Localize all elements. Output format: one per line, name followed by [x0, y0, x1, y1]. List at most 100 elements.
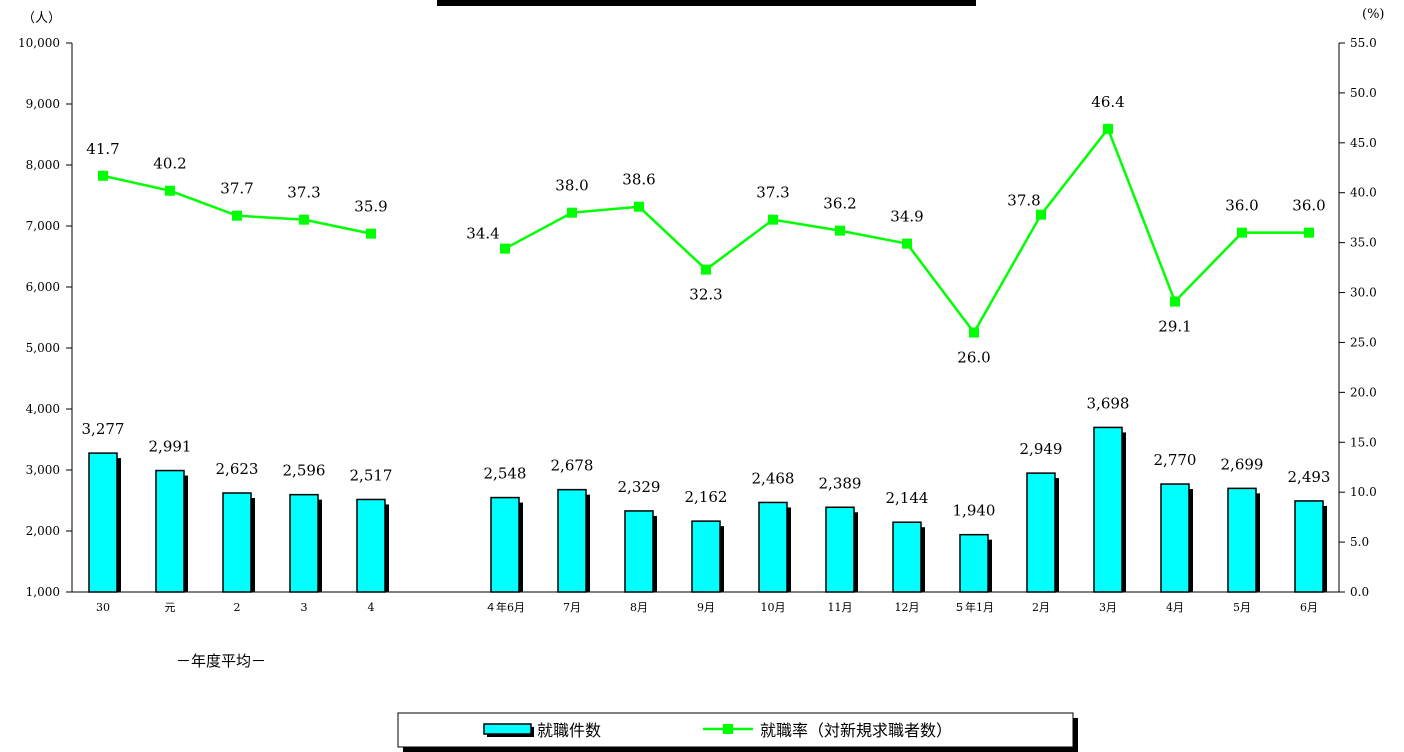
- bar-value-label: 3,698: [1087, 394, 1130, 412]
- y-left-tick-label: 3,000: [26, 463, 60, 477]
- category-label: 9月: [697, 601, 715, 614]
- y-right-tick-label: 20.0: [1350, 385, 1377, 399]
- line-value-label: 38.0: [555, 177, 588, 195]
- y-left-unit: （人）: [22, 11, 61, 26]
- y-left-tick-label: 7,000: [26, 219, 60, 233]
- line-marker: [1304, 227, 1314, 238]
- bar: [222, 492, 252, 593]
- y-right-tick-label: 35.0: [1350, 236, 1377, 250]
- category-label: 3月: [1099, 601, 1117, 614]
- line-value-label: 37.3: [756, 184, 789, 202]
- category-label: 30: [96, 601, 110, 614]
- line-marker: [902, 238, 912, 249]
- bar-value-label: 2,991: [149, 438, 192, 456]
- bar-series: [88, 426, 1327, 593]
- y-right-ticks: 0.0 5.0 10.0 15.0 20.0 25.0 30.0 35.0 40.0 45.0 50…: [1339, 36, 1377, 599]
- line-marker: [299, 214, 309, 225]
- line-value-label: 29.1: [1158, 318, 1191, 336]
- line-marker: [1170, 296, 1180, 307]
- y-right-tick-label: 0.0: [1350, 585, 1369, 599]
- category-label: 8月: [630, 601, 648, 614]
- bar: [1294, 500, 1324, 593]
- title-bar: [437, 0, 976, 6]
- bar: [892, 521, 922, 593]
- category-label: 6月: [1300, 601, 1318, 614]
- bar-value-label: 2,949: [1020, 440, 1063, 458]
- y-left-tick-label: 4,000: [26, 402, 60, 416]
- bar: [624, 510, 654, 593]
- y-left-tick-label: 9,000: [26, 97, 60, 111]
- category-label: 元: [165, 601, 176, 614]
- bar: [758, 501, 788, 593]
- category-label: 4: [368, 601, 375, 614]
- bar-value-label: 2,468: [752, 469, 795, 487]
- bar-value-labels: 3,277 2,991 2,623 2,596 2,517 2,548 2,678 2,329…: [82, 394, 1331, 519]
- bar-value-label: 2,548: [484, 465, 527, 483]
- line-value-label: 37.8: [1007, 192, 1040, 210]
- bar: [1160, 483, 1190, 593]
- bar-value-label: 2,493: [1288, 468, 1331, 486]
- line-marker: [366, 228, 376, 239]
- category-label: 7月: [563, 601, 581, 614]
- legend-line-label: 就職率（対新規求職者数）: [760, 721, 952, 740]
- y-left-ticks: 1,000 2,000 3,000 4,000 5,000 6,000 7,000 8,000…: [18, 36, 72, 599]
- y-right-tick-label: 55.0: [1350, 36, 1377, 50]
- line-marker: [1036, 209, 1046, 220]
- bar-value-label: 2,517: [350, 466, 393, 484]
- y-left-tick-label: 10,000: [18, 36, 60, 50]
- bar: [88, 452, 118, 593]
- line-value-label: 38.6: [622, 171, 655, 189]
- line-value-label: 37.3: [287, 184, 320, 202]
- line-value-label: 26.0: [957, 348, 990, 366]
- bar: [959, 533, 989, 593]
- bar-value-label: 2,329: [618, 478, 661, 496]
- bar: [1093, 426, 1123, 593]
- line-value-label: 35.9: [354, 198, 387, 216]
- y-right-tick-label: 15.0: [1350, 435, 1377, 449]
- line-value-label: 34.4: [466, 225, 499, 243]
- legend-bar-swatch: [483, 723, 532, 735]
- bar: [557, 488, 587, 593]
- line-marker: [835, 225, 845, 236]
- bar-value-label: 2,699: [1221, 455, 1264, 473]
- category-label: ５年1月: [954, 600, 994, 614]
- line-value-label: 34.9: [890, 208, 923, 226]
- bar: [1227, 487, 1257, 593]
- category-label: 3: [301, 601, 308, 614]
- legend-line-marker: [723, 724, 733, 734]
- line-marker: [969, 327, 979, 338]
- line-value-label: 32.3: [689, 286, 722, 304]
- line-marker: [701, 264, 711, 275]
- line-marker: [98, 170, 108, 181]
- bar-value-label: 2,678: [551, 457, 594, 475]
- bar: [356, 498, 386, 593]
- bar-value-label: 2,596: [283, 462, 326, 480]
- category-label: 4月: [1166, 601, 1184, 614]
- group-label: －年度平均－: [176, 652, 266, 670]
- legend-bar-label: 就職件数: [537, 721, 601, 740]
- y-left-tick-label: 6,000: [26, 280, 60, 294]
- bar-value-label: 3,277: [82, 420, 125, 438]
- bar-value-label: 1,940: [953, 502, 996, 520]
- line-series: [98, 123, 1314, 338]
- bar-value-label: 2,162: [685, 488, 728, 506]
- line-marker: [567, 207, 577, 218]
- line-segment: [504, 126, 1309, 335]
- line-value-label: 41.7: [86, 140, 119, 158]
- y-right-tick-label: 40.0: [1350, 186, 1377, 200]
- line-marker: [634, 201, 644, 212]
- y-right-tick-label: 45.0: [1350, 136, 1377, 150]
- category-label: 12月: [895, 601, 920, 614]
- line-marker: [165, 185, 175, 196]
- category-label: 2: [234, 601, 241, 614]
- bar: [825, 506, 855, 593]
- category-label: 2月: [1032, 601, 1050, 614]
- legend: 就職件数 就職率（対新規求職者数）: [397, 712, 1078, 752]
- y-left-tick-label: 1,000: [26, 585, 60, 599]
- y-right-tick-label: 30.0: [1350, 286, 1377, 300]
- bar: [1026, 472, 1056, 593]
- line-marker: [232, 210, 242, 221]
- line-marker: [500, 243, 510, 254]
- line-marker: [1103, 123, 1113, 134]
